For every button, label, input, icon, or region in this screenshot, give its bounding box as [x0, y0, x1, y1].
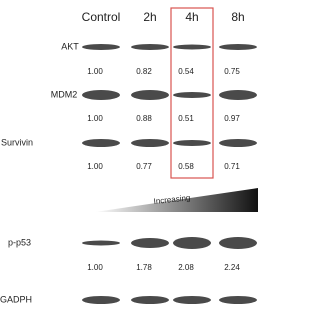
- quant-value: 1.00: [87, 114, 103, 123]
- band: [219, 44, 257, 50]
- blot-label: GADPH: [0, 294, 32, 304]
- quant-value: 1.00: [87, 162, 103, 171]
- quant-value: 0.75: [224, 67, 240, 76]
- blot-label: Survivin: [1, 137, 33, 147]
- quant-value: 0.82: [136, 67, 152, 76]
- column-header: 8h: [231, 10, 244, 24]
- quant-value: 1.00: [87, 67, 103, 76]
- column-header: 4h: [185, 10, 198, 24]
- quant-value: 0.88: [136, 114, 152, 123]
- quant-value: 2.24: [224, 263, 240, 272]
- band: [82, 241, 120, 246]
- quant-value: 1.78: [136, 263, 152, 272]
- band: [219, 139, 257, 147]
- column-header: 2h: [143, 10, 156, 24]
- band: [173, 45, 211, 50]
- quant-value: 0.51: [178, 114, 194, 123]
- quant-value: 0.77: [136, 162, 152, 171]
- quant-value: 0.71: [224, 162, 240, 171]
- band: [173, 92, 211, 98]
- band: [131, 139, 169, 147]
- quant-value: 0.58: [178, 162, 194, 171]
- band: [173, 237, 211, 249]
- band: [131, 296, 169, 304]
- band: [173, 296, 211, 304]
- quant-value: 0.54: [178, 67, 194, 76]
- blot-label: AKT: [61, 41, 79, 51]
- quant-value: 0.97: [224, 114, 240, 123]
- blot-label: MDM2: [51, 89, 78, 99]
- band: [219, 237, 257, 249]
- band: [131, 90, 169, 100]
- column-header: Control: [82, 10, 121, 24]
- quant-value: 1.00: [87, 263, 103, 272]
- band: [82, 296, 120, 304]
- band: [131, 44, 169, 50]
- band: [219, 296, 257, 304]
- band: [131, 238, 169, 248]
- band: [173, 140, 211, 146]
- band: [82, 44, 120, 50]
- quant-value: 2.08: [178, 263, 194, 272]
- blot-label: p-p53: [8, 237, 31, 247]
- band: [219, 90, 257, 100]
- band: [82, 90, 120, 100]
- band: [82, 139, 120, 147]
